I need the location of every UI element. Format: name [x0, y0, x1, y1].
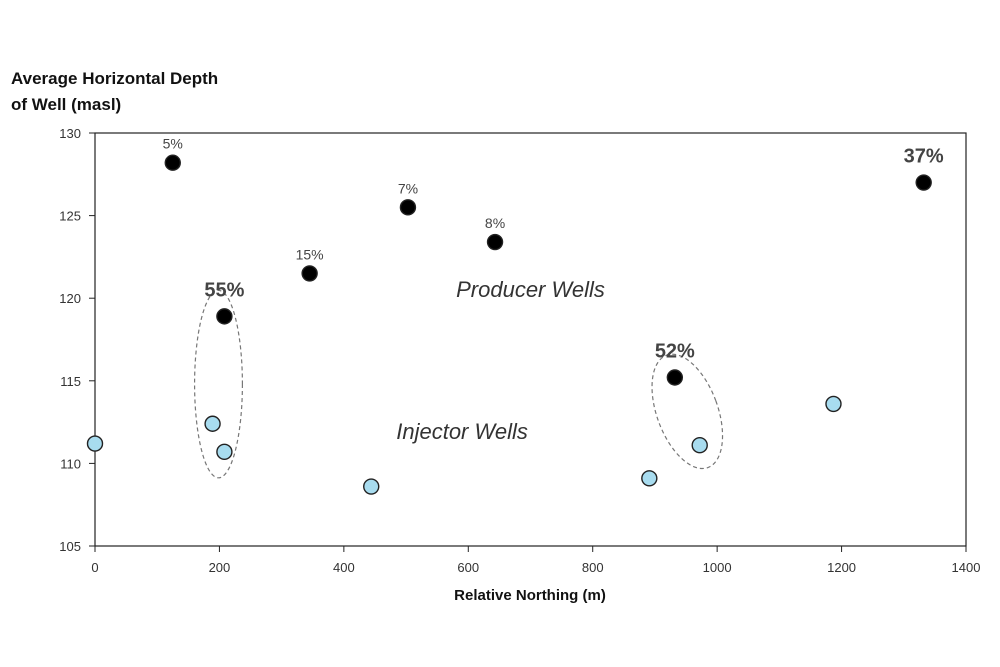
y-tick-label: 120	[59, 291, 81, 306]
x-tick-label: 1400	[952, 560, 981, 575]
data-label: 52%	[655, 340, 695, 362]
y-axis-ticks: 105 110 115 120 125 130	[59, 126, 95, 554]
x-tick-label: 800	[582, 560, 604, 575]
y-tick-label: 130	[59, 126, 81, 141]
data-label: 5%	[163, 136, 183, 152]
injector-well-point	[825, 395, 842, 413]
series-annotation: Injector Wells	[396, 419, 528, 444]
producer-well-point	[666, 369, 684, 386]
y-tick-label: 110	[60, 456, 81, 471]
data-label: 8%	[485, 215, 505, 231]
data-labels: 5% 15% 55% 7% 8% 52% 37%	[163, 136, 944, 363]
data-points	[86, 154, 932, 495]
injector-well-point	[204, 415, 221, 432]
producer-well-point	[301, 265, 318, 282]
producer-well-point	[915, 174, 932, 191]
y-axis-title-line-2: of Well (masl)	[11, 95, 122, 114]
data-label: 37%	[904, 146, 944, 168]
injector-well-point	[641, 470, 658, 487]
plot-area	[94, 132, 967, 547]
y-tick-label: 105	[59, 539, 81, 554]
data-label: 15%	[296, 246, 324, 262]
data-label: 7%	[398, 180, 418, 196]
injector-well-point	[363, 478, 380, 495]
producer-well-point	[399, 199, 417, 216]
injector-well-point	[216, 443, 233, 461]
y-axis-title-line-1: Average Horizontal Depth	[11, 69, 219, 88]
producer-well-point	[216, 308, 233, 325]
y-tick-label: 125	[59, 209, 81, 224]
injector-well-point	[691, 437, 708, 454]
x-tick-label: 1000	[703, 560, 732, 575]
x-tick-label: 0	[91, 560, 98, 575]
annotations: Producer Wells Injector Wells	[396, 277, 605, 444]
series-annotation: Producer Wells	[456, 277, 605, 302]
x-tick-label: 200	[209, 560, 231, 575]
x-tick-label: 600	[457, 560, 479, 575]
grouping-ellipse	[193, 289, 244, 479]
injector-well-point	[86, 435, 104, 452]
x-axis-ticks: 0 200 400 600 800 1000 1200 1400	[91, 546, 980, 575]
data-label: 55%	[204, 279, 244, 301]
producer-well-point	[164, 154, 181, 171]
producer-well-point	[486, 233, 504, 251]
grouping-ellipse	[651, 353, 724, 470]
y-tick-label: 115	[60, 374, 81, 389]
x-tick-label: 1200	[827, 560, 856, 575]
grouping-ellipses	[193, 289, 724, 479]
x-axis-title: Relative Northing (m)	[454, 587, 606, 604]
y-axis-title: Average Horizontal Depth of Well (masl)	[11, 66, 271, 118]
x-tick-label: 400	[333, 560, 355, 575]
